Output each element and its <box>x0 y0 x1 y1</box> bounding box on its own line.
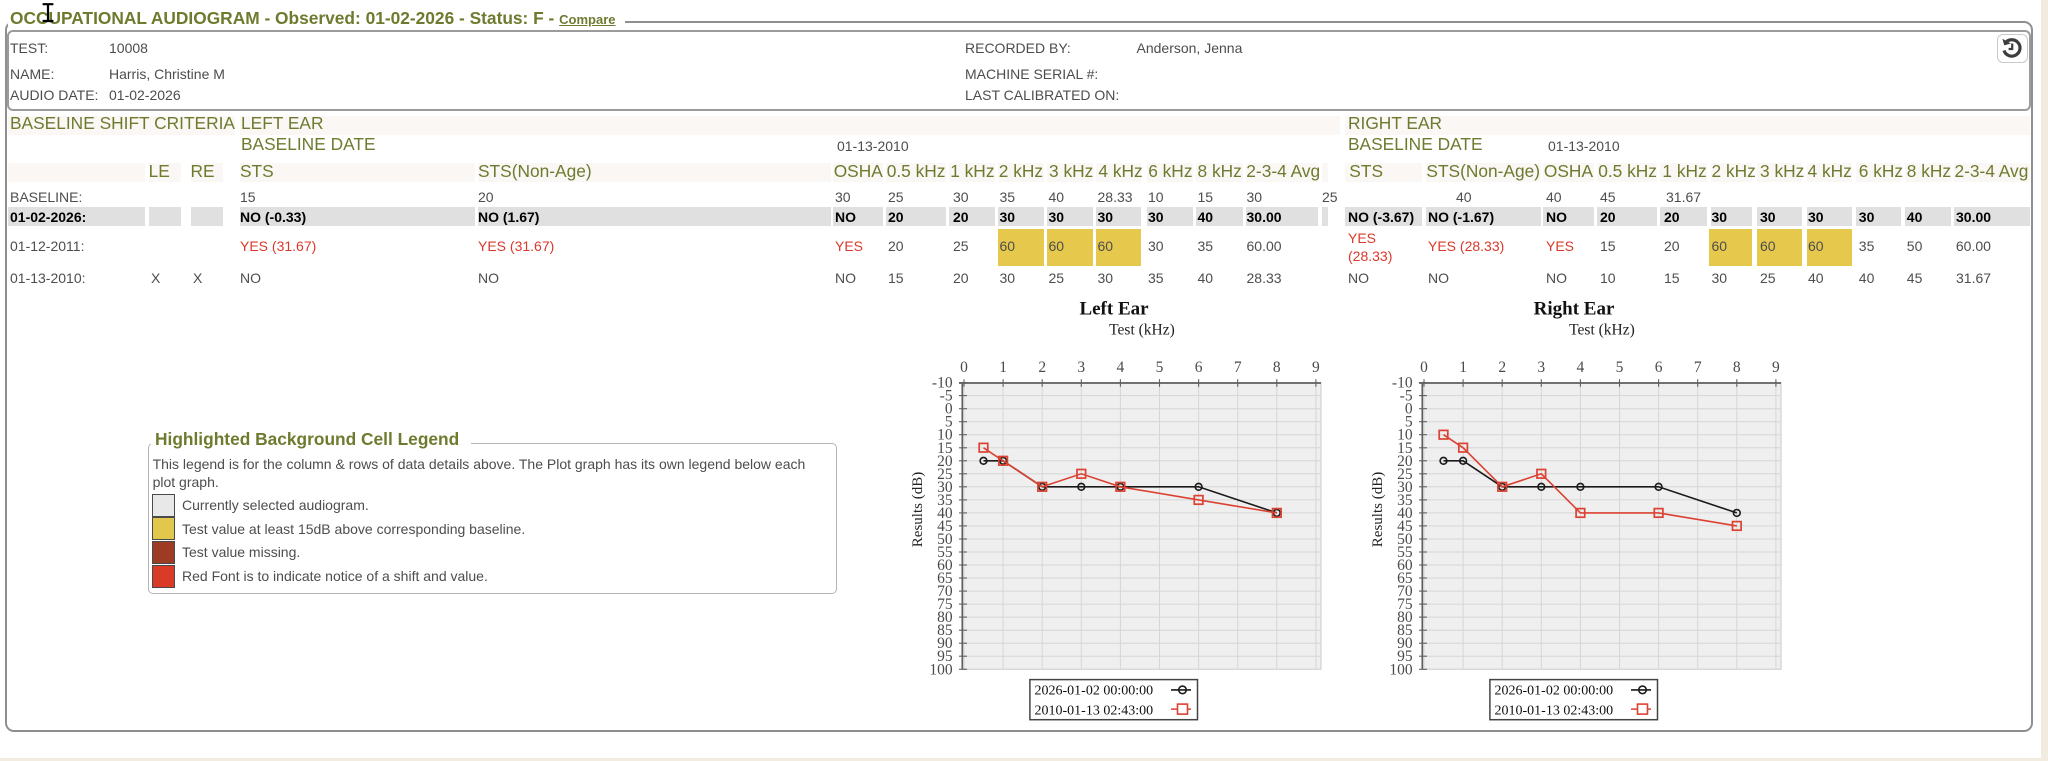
svg-text:75: 75 <box>937 596 953 613</box>
svg-text:40: 40 <box>937 505 953 522</box>
svg-text:100: 100 <box>1389 661 1413 678</box>
svg-text:-5: -5 <box>1400 388 1413 405</box>
svg-text:6: 6 <box>1655 359 1663 376</box>
svg-text:1: 1 <box>1459 359 1467 376</box>
svg-text:20: 20 <box>937 453 953 470</box>
svg-text:2026-01-02 00:00:00: 2026-01-02 00:00:00 <box>1495 683 1614 698</box>
svg-text:0: 0 <box>1405 401 1413 418</box>
svg-text:35: 35 <box>937 492 953 509</box>
svg-text:0: 0 <box>945 401 953 418</box>
svg-text:45: 45 <box>937 518 953 535</box>
svg-text:0: 0 <box>1420 359 1428 376</box>
svg-text:2010-01-13 02:43:00: 2010-01-13 02:43:00 <box>1035 703 1154 718</box>
svg-text:-10: -10 <box>1392 375 1413 392</box>
svg-text:Results (dB): Results (dB) <box>910 472 926 547</box>
svg-text:5: 5 <box>1405 414 1413 431</box>
svg-text:4: 4 <box>1577 359 1585 376</box>
svg-text:Test (kHz): Test (kHz) <box>1569 322 1635 339</box>
svg-text:75: 75 <box>1397 596 1413 613</box>
svg-text:7: 7 <box>1234 359 1242 376</box>
svg-text:8: 8 <box>1273 359 1281 376</box>
svg-text:80: 80 <box>937 609 953 626</box>
svg-text:10: 10 <box>1397 427 1413 444</box>
svg-text:15: 15 <box>1397 440 1413 457</box>
svg-text:15: 15 <box>937 440 953 457</box>
svg-text:7: 7 <box>1694 359 1702 376</box>
svg-text:65: 65 <box>1397 570 1413 587</box>
svg-text:2010-01-13 02:43:00: 2010-01-13 02:43:00 <box>1495 703 1614 718</box>
svg-text:4: 4 <box>1117 359 1125 376</box>
svg-text:85: 85 <box>937 622 953 639</box>
svg-text:-10: -10 <box>932 375 953 392</box>
svg-text:95: 95 <box>937 648 953 665</box>
svg-text:Results (dB): Results (dB) <box>1370 472 1386 547</box>
svg-text:0: 0 <box>960 359 968 376</box>
svg-text:5: 5 <box>1156 359 1164 376</box>
svg-text:Left Ear: Left Ear <box>1079 298 1149 319</box>
svg-text:50: 50 <box>1397 531 1413 548</box>
svg-text:3: 3 <box>1537 359 1545 376</box>
svg-text:25: 25 <box>937 466 953 483</box>
svg-text:60: 60 <box>937 557 953 574</box>
svg-text:25: 25 <box>1397 466 1413 483</box>
svg-text:95: 95 <box>1397 648 1413 665</box>
svg-text:-5: -5 <box>940 388 953 405</box>
svg-text:10: 10 <box>937 427 953 444</box>
svg-text:1: 1 <box>999 359 1007 376</box>
svg-text:80: 80 <box>1397 609 1413 626</box>
svg-text:35: 35 <box>1397 492 1413 509</box>
svg-text:Test (kHz): Test (kHz) <box>1109 322 1175 339</box>
svg-text:9: 9 <box>1312 359 1320 376</box>
svg-text:100: 100 <box>929 661 953 678</box>
svg-text:30: 30 <box>937 479 953 496</box>
svg-text:55: 55 <box>937 544 953 561</box>
svg-text:85: 85 <box>1397 622 1413 639</box>
svg-text:2: 2 <box>1038 359 1046 376</box>
svg-text:5: 5 <box>945 414 953 431</box>
svg-text:30: 30 <box>1397 479 1413 496</box>
svg-text:70: 70 <box>937 583 953 600</box>
svg-text:Right Ear: Right Ear <box>1534 298 1615 319</box>
svg-text:50: 50 <box>937 531 953 548</box>
svg-text:55: 55 <box>1397 544 1413 561</box>
svg-text:40: 40 <box>1397 505 1413 522</box>
svg-text:90: 90 <box>1397 635 1413 652</box>
svg-text:6: 6 <box>1195 359 1203 376</box>
svg-text:8: 8 <box>1733 359 1741 376</box>
svg-text:9: 9 <box>1772 359 1780 376</box>
svg-text:3: 3 <box>1077 359 1085 376</box>
svg-text:90: 90 <box>937 635 953 652</box>
svg-text:60: 60 <box>1397 557 1413 574</box>
svg-text:2026-01-02 00:00:00: 2026-01-02 00:00:00 <box>1035 683 1154 698</box>
svg-text:45: 45 <box>1397 518 1413 535</box>
svg-text:20: 20 <box>1397 453 1413 470</box>
svg-text:70: 70 <box>1397 583 1413 600</box>
svg-text:5: 5 <box>1616 359 1624 376</box>
svg-text:2: 2 <box>1498 359 1506 376</box>
svg-text:65: 65 <box>937 570 953 587</box>
